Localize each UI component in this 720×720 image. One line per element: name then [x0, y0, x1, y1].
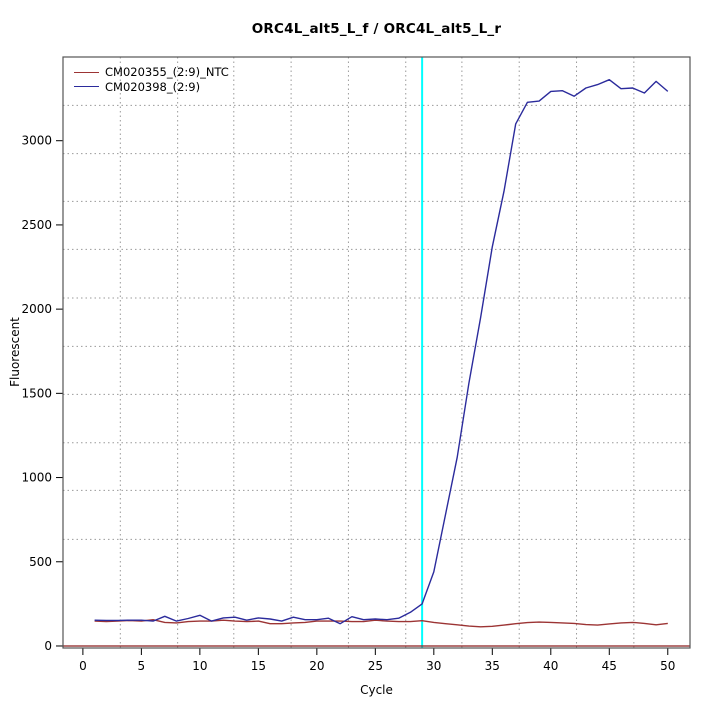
ntc-line-swatch: [74, 71, 99, 73]
y-tick-label: 0: [44, 639, 52, 653]
y-axis-title: Fluorescent: [8, 317, 22, 387]
legend-item-sample: CM020398_(2:9): [74, 80, 229, 95]
x-tick-label: 30: [426, 659, 441, 673]
y-tick-label: 500: [29, 555, 52, 569]
x-tick-label: 15: [251, 659, 266, 673]
legend: CM020355_(2:9)_NTC CM020398_(2:9): [74, 65, 229, 94]
chart-title: ORC4L_alt5_L_f / ORC4L_alt5_L_r: [251, 21, 502, 37]
x-tick-label: 35: [485, 659, 500, 673]
y-tick-label: 2000: [21, 302, 52, 316]
x-tick-label: 0: [79, 659, 87, 673]
legend-label-ntc: CM020355_(2:9)_NTC: [105, 65, 229, 79]
plot-border: [62, 56, 691, 649]
y-tick-label: 1500: [21, 386, 52, 400]
y-tick-label: 3000: [21, 134, 52, 148]
x-tick-label: 25: [368, 659, 383, 673]
x-tick-label: 40: [543, 659, 558, 673]
x-tick-label: 20: [309, 659, 324, 673]
x-tick-label: 10: [192, 659, 207, 673]
sample-curve: [94, 78, 669, 625]
x-tick-label: 45: [602, 659, 617, 673]
y-tick-label: 1000: [21, 471, 52, 485]
ntc-curve: [94, 619, 668, 628]
x-tick-label: 50: [660, 659, 675, 673]
legend-item-ntc: CM020355_(2:9)_NTC: [74, 65, 229, 80]
sample-line-swatch: [74, 86, 99, 88]
legend-label-sample: CM020398_(2:9): [105, 79, 201, 94]
x-axis-title: Cycle: [360, 683, 393, 697]
x-tick-label: 5: [138, 659, 146, 673]
y-tick-label: 2500: [21, 218, 52, 232]
